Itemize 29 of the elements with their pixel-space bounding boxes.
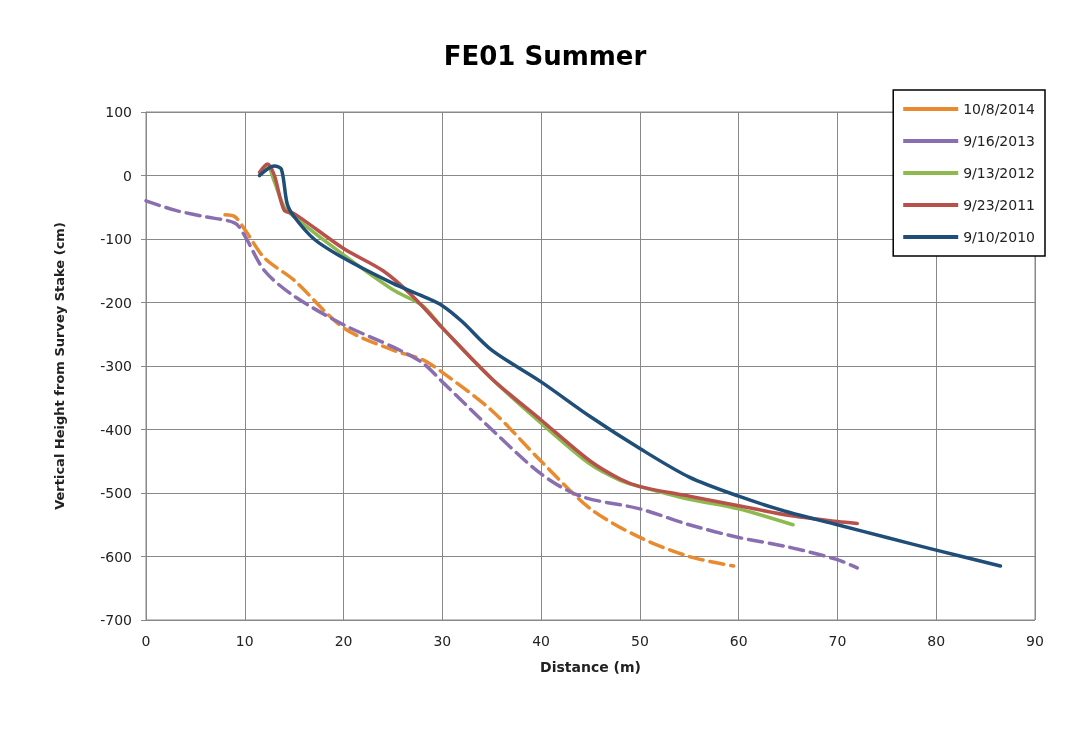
x-axis-title: Distance (m): [540, 659, 641, 675]
x-tick-label: 40: [532, 633, 551, 649]
legend-label: 10/8/2014: [963, 101, 1036, 117]
chart-title: FE01 Summer: [443, 41, 647, 71]
x-tick-label: 20: [334, 633, 353, 649]
y-tick-label: -200: [100, 294, 132, 311]
y-tick-label: 100: [105, 104, 132, 120]
line-series: [223, 213, 736, 568]
x-tick-label: 10: [235, 633, 254, 649]
y-axis-title: Vertical Height from Survey Stake (cm): [52, 222, 67, 510]
y-tick-label: -700: [100, 612, 132, 628]
x-tick-label: 30: [433, 633, 452, 649]
legend-label: 9/16/2013: [963, 133, 1036, 149]
x-tick-label: 80: [927, 633, 946, 649]
x-tick-label: 90: [1026, 633, 1044, 649]
y-tick-label: -300: [100, 358, 132, 374]
legend-label: 9/13/2012: [963, 165, 1036, 181]
y-tick-label: -400: [100, 421, 132, 438]
line-series: [144, 199, 859, 570]
y-tick-label: -500: [100, 485, 132, 501]
y-tick-label: -600: [100, 548, 132, 565]
y-tick-label: 0: [123, 167, 132, 184]
x-tick-label: 60: [729, 633, 748, 649]
x-tick-label: 70: [828, 633, 847, 649]
legend-label: 9/10/2010: [963, 229, 1036, 245]
x-tick-label: 50: [630, 633, 649, 649]
x-tick-label: 0: [141, 633, 151, 649]
legend-label: 9/23/2011: [963, 197, 1036, 213]
y-tick-label: -100: [100, 231, 132, 247]
